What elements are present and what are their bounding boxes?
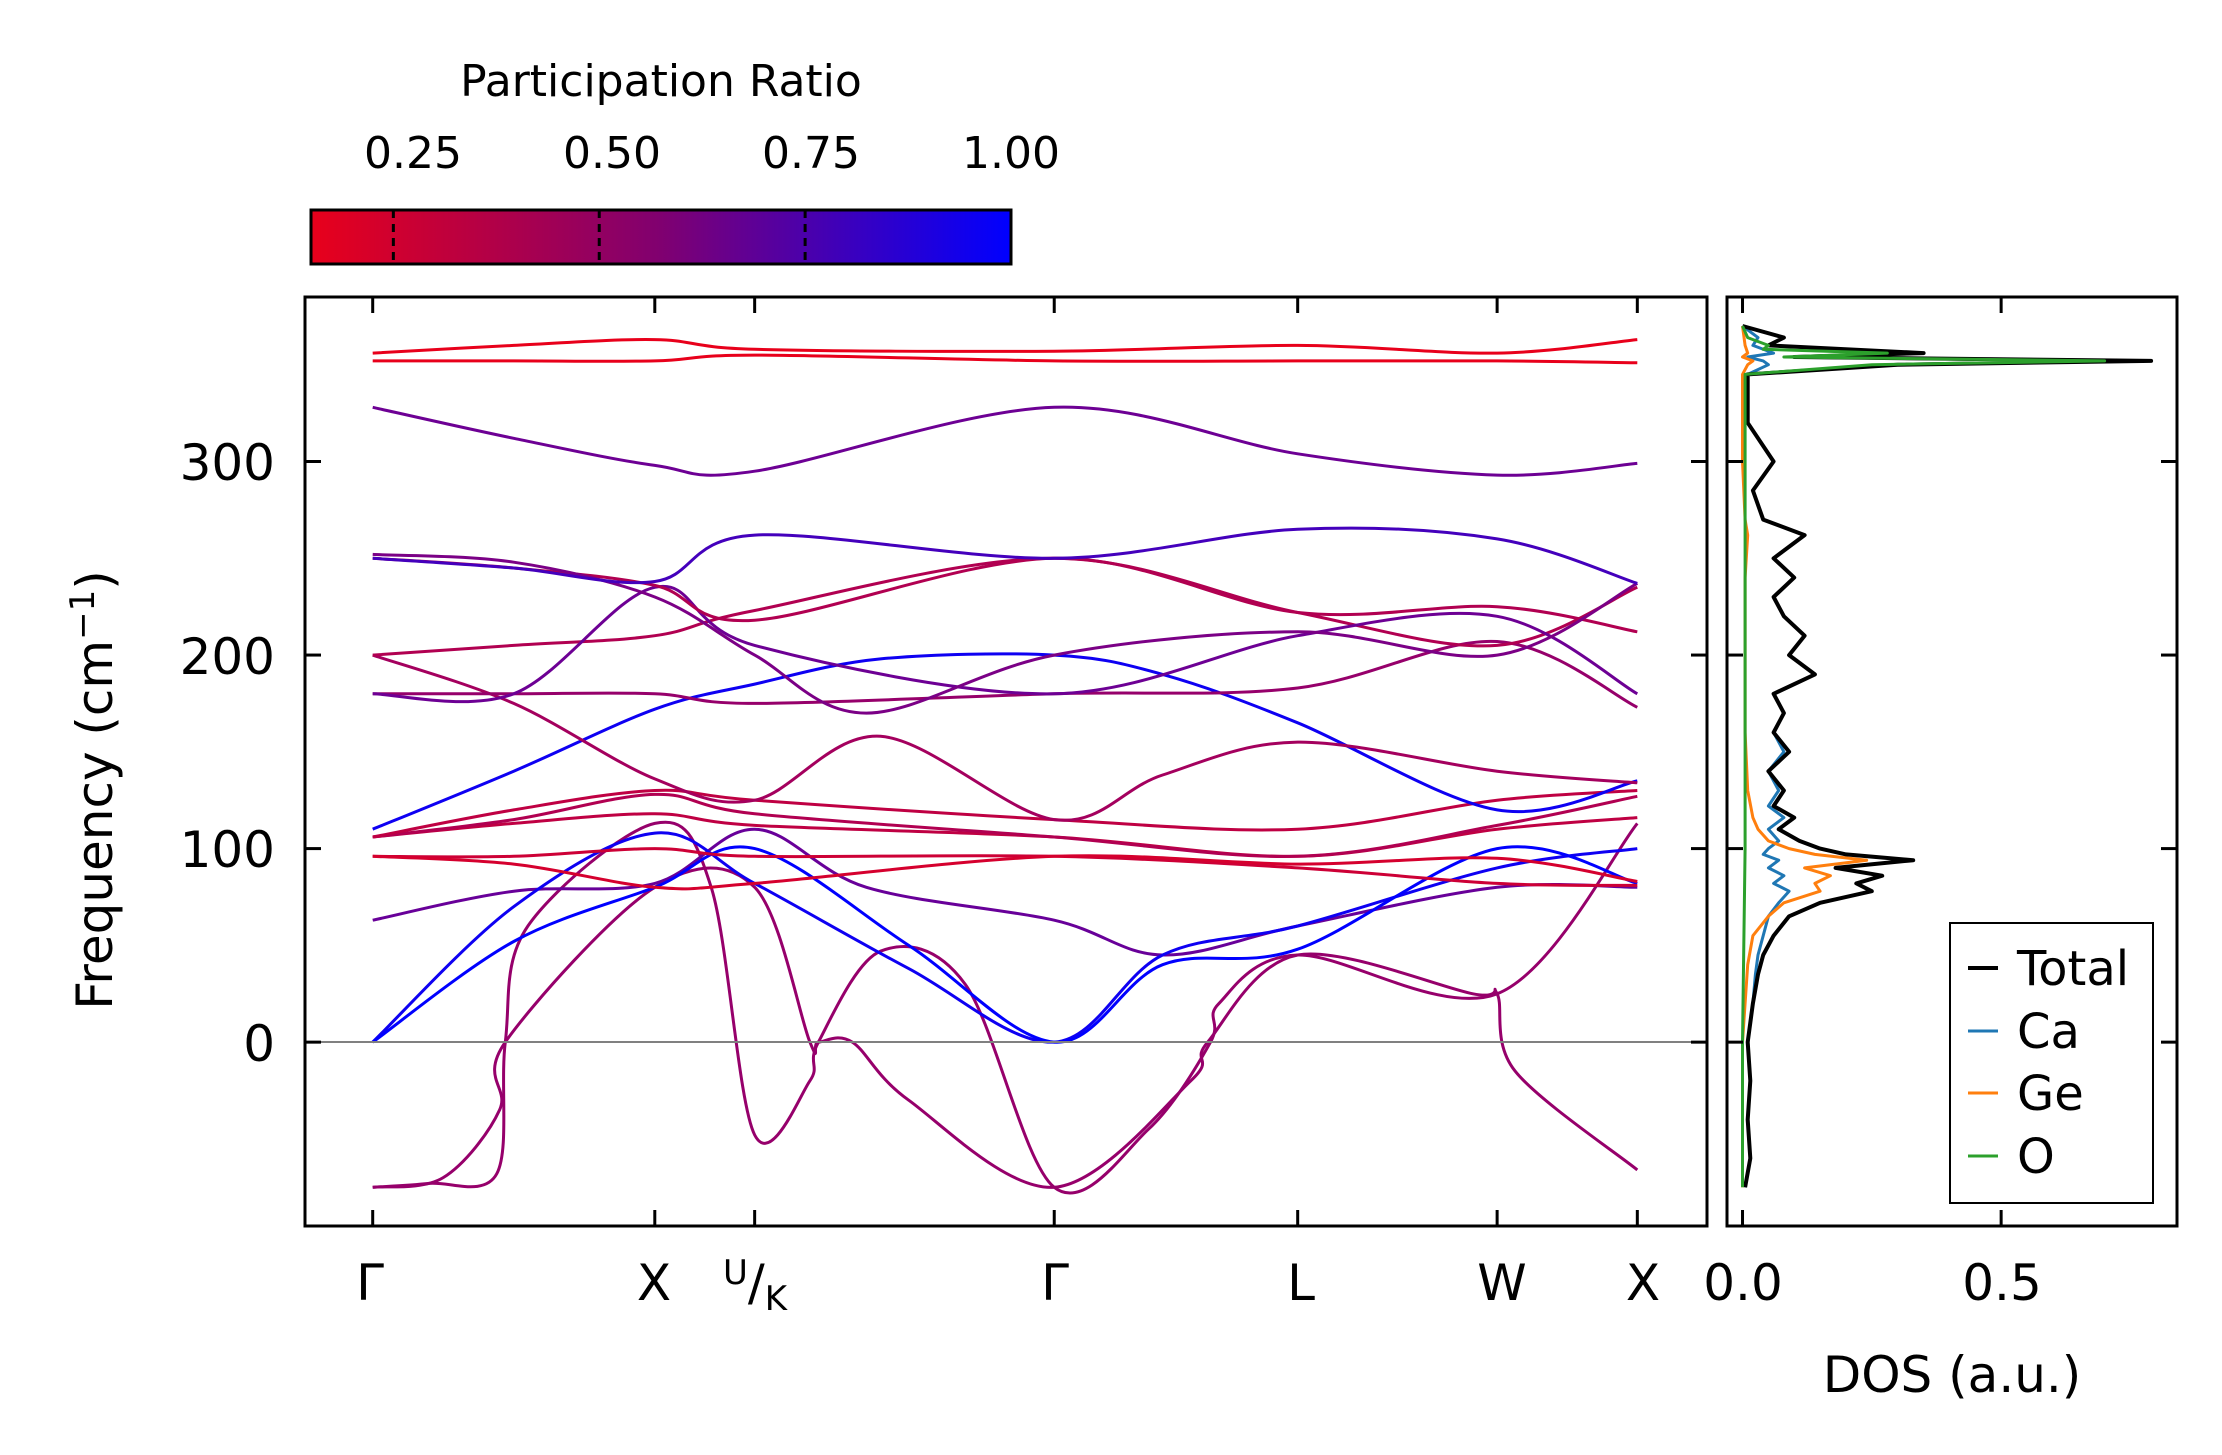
legend-label: Total — [2016, 941, 2129, 997]
kpoint-label: X — [1626, 1254, 1660, 1312]
y-tick-label: 0 — [243, 1015, 275, 1073]
dos-panel: 0.0 0.5 DOS (a.u.) Total Ca Ge O — [1703, 295, 2179, 1404]
legend-label: Ge — [2017, 1066, 2084, 1122]
colorbar-tick-label: 0.25 — [364, 128, 462, 179]
dos-axes-frame — [1725, 295, 2179, 1228]
y-tick-label: 200 — [180, 628, 275, 686]
band-line — [372, 405, 1638, 477]
colorbar-tick-label: 1.00 — [962, 128, 1060, 179]
band-line — [372, 526, 1638, 585]
y-axis-title-end: ) — [66, 570, 124, 590]
x-tick-label: 0.0 — [1703, 1254, 1783, 1312]
band-line — [372, 820, 1639, 1195]
x-tick-label: 0.5 — [1962, 1254, 2042, 1312]
band-axes-frame — [303, 295, 1709, 1228]
y-axis-title: Frequency (cm−1) — [63, 570, 124, 1010]
colorbar-tick-label: 0.50 — [563, 128, 661, 179]
kpoint-label: Γ — [1041, 1254, 1069, 1312]
band-line — [372, 812, 1638, 858]
kpoint-label: X — [637, 1254, 671, 1312]
band-line — [372, 338, 1638, 355]
y-tick-label: 300 — [180, 434, 275, 492]
dos-lines — [1741, 324, 2154, 1188]
band-line — [372, 653, 1638, 822]
band-ticks — [305, 297, 1707, 1226]
kpoint-label-u-k: U/K — [723, 1253, 789, 1319]
y-tick-label: 100 — [180, 821, 275, 879]
kpoint-label: L — [1287, 1254, 1315, 1312]
band-line — [372, 792, 1638, 858]
legend-label: O — [2017, 1129, 2055, 1185]
dos-line-total — [1741, 324, 2154, 1188]
y-axis-title-sup: −1 — [63, 590, 103, 640]
band-line — [372, 556, 1638, 634]
band-lines — [371, 338, 1639, 1195]
colorbar-tick-label: 0.75 — [762, 128, 860, 179]
kpoint-label: W — [1477, 1254, 1526, 1312]
band-line — [372, 854, 1638, 891]
kpoint-label: Γ — [356, 1254, 384, 1312]
band-line — [372, 827, 1638, 957]
y-axis-title-main: Frequency (cm — [66, 640, 124, 1010]
band-line — [372, 556, 1638, 657]
band-line — [372, 639, 1638, 709]
band-line — [372, 552, 1638, 715]
band-line — [372, 353, 1638, 365]
legend-label: Ca — [2017, 1004, 2080, 1060]
dos-line-ge — [1741, 325, 1869, 1188]
band-structure-panel: 0 100 200 300 Γ X U/K Γ L W X Frequency … — [63, 295, 1709, 1319]
kpoint-label-k: K — [765, 1279, 789, 1319]
colorbar-gradient — [309, 208, 1013, 266]
dos-line-o — [1741, 325, 2107, 1188]
colorbar: Participation Ratio 0.25 0.50 0.75 1.00 — [309, 56, 1060, 266]
kpoint-label-slash: / — [748, 1254, 765, 1312]
colorbar-ticks — [391, 210, 807, 264]
band-line — [371, 845, 1638, 1044]
legend: Total Ca Ge O — [1949, 922, 2154, 1204]
band-line — [371, 831, 1638, 1044]
dos-ticks — [1727, 297, 2177, 1226]
band-line — [372, 584, 1639, 704]
dos-line-ca — [1741, 324, 1817, 1188]
band-line — [372, 847, 1638, 887]
colorbar-title: Participation Ratio — [460, 56, 862, 107]
x-axis-title: DOS (a.u.) — [1823, 1346, 2082, 1404]
band-line — [372, 788, 1638, 839]
band-line — [372, 866, 1639, 1189]
kpoint-label-u: U — [723, 1253, 748, 1293]
